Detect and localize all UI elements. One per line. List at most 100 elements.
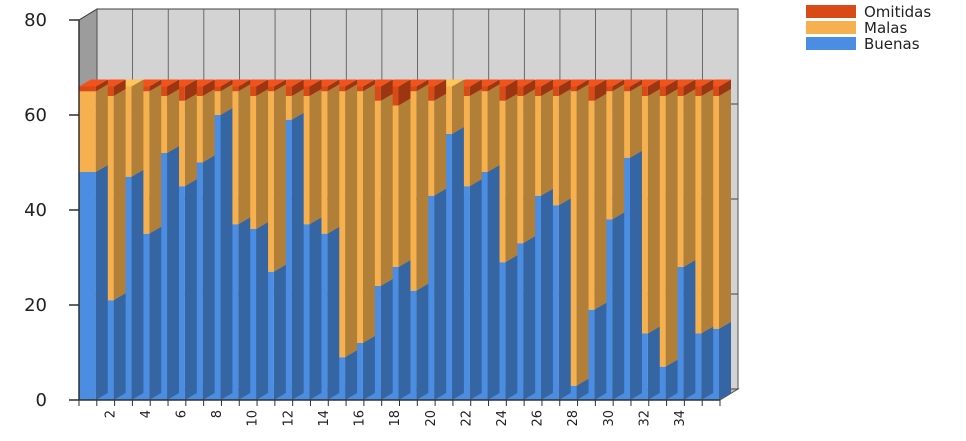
legend-swatch-malas [806, 21, 856, 34]
bar-buenas-16-side [362, 336, 375, 400]
bar-malas-20-side [434, 93, 447, 196]
bar-omitidas-13-side [309, 79, 322, 96]
bar-malas-36-side [719, 89, 731, 329]
x-tick-label: 26 [531, 410, 546, 427]
bar-omitidas-20-side [434, 79, 447, 101]
bar-malas-15-side [345, 84, 358, 358]
bar-buenas-12-side [291, 112, 304, 400]
bar-buenas-11-side [273, 264, 286, 400]
x-tick-label: 6 [174, 410, 189, 418]
legend-swatch-buenas [806, 37, 856, 50]
bar-omitidas-22-side [469, 79, 482, 96]
bar-malas-18-side [398, 98, 411, 267]
bar-malas-4-side [149, 84, 162, 234]
bar-omitidas-17-side [380, 79, 393, 101]
bar-malas-28-side [576, 84, 589, 386]
bar-omitidas-32-side [647, 79, 660, 96]
x-tick-label: 22 [459, 410, 474, 427]
bar-omitidas-1-side [95, 79, 108, 92]
bar-buenas-6-side [184, 179, 197, 400]
bar-buenas-28-side [576, 378, 589, 400]
bar-omitidas-33-side [665, 79, 678, 96]
bar-malas-21-side [451, 79, 464, 134]
bar-buenas-27-side [558, 198, 571, 400]
bar-buenas-14-side [327, 226, 340, 400]
bar-buenas-8-side [220, 108, 233, 400]
y-axis: 0 20 40 60 80 [24, 10, 80, 411]
bar-omitidas-25-side [523, 79, 536, 96]
x-tick-label: 12 [281, 410, 296, 427]
bar-omitidas-7-side [202, 79, 215, 96]
bar-buenas-9-side [238, 217, 251, 400]
bar-malas-31-side [629, 84, 642, 158]
bar-malas-8-side [220, 84, 233, 115]
bar-malas-2-side [113, 89, 126, 301]
bar-buenas-30-side [612, 212, 625, 400]
bar-buenas-7-side [202, 155, 215, 400]
bar-malas-25-side [523, 89, 536, 244]
bar-buenas-35-side [701, 326, 714, 400]
bar-buenas-34-side [683, 260, 696, 400]
bar-omitidas-27-side [558, 79, 571, 96]
x-tick-label: 30 [602, 410, 617, 427]
bar-omitidas-18-side [398, 79, 411, 106]
bar-malas-16-side [362, 84, 375, 343]
bar-malas-32-side [647, 89, 660, 334]
bar-omitidas-9-side [238, 79, 251, 92]
y-tick-label: 40 [24, 200, 47, 221]
bar-buenas-22-side [469, 179, 482, 400]
bar-buenas-33-side [665, 359, 678, 400]
bar-buenas-3-side [131, 169, 144, 400]
x-tick-label: 28 [566, 410, 581, 427]
y-tick-label: 20 [24, 295, 47, 316]
bar-buenas-1 [79, 172, 96, 400]
x-tick-label: 16 [353, 410, 368, 427]
bar-omitidas-15-side [345, 79, 358, 92]
bar-buenas-18-side [398, 260, 411, 400]
bar-buenas-4-side [149, 226, 162, 400]
bar-buenas-13-side [309, 217, 322, 400]
x-tick-label: 2 [103, 410, 118, 418]
bar-omitidas-4-side [149, 79, 162, 92]
bar-omitidas-35-side [701, 79, 714, 96]
bar-malas-14-side [327, 84, 340, 234]
bar-omitidas-8-side [220, 79, 233, 92]
bar-omitidas-34-side [683, 79, 696, 96]
bar-malas-6-side [184, 93, 197, 187]
bar-malas-13-side [309, 89, 322, 225]
bar-omitidas-1 [79, 86, 96, 92]
bar-malas-30-side [612, 84, 625, 220]
bar-malas-11-side [273, 84, 286, 272]
bar-malas-34-side [683, 89, 696, 267]
bar-omitidas-11-side [273, 79, 286, 92]
legend-label-omitidas: Omitidas [864, 3, 931, 21]
x-axis: 2 4 6 8 10 12 14 16 18 20 22 24 26 28 30 32 34 [78, 399, 721, 427]
bar-malas-35-side [701, 89, 714, 334]
bar-buenas-15-side [345, 350, 358, 400]
bar-malas-33-side [665, 89, 678, 367]
bar-malas-1 [79, 91, 96, 172]
y-tick-label: 60 [24, 105, 47, 126]
bar-buenas-19-side [416, 283, 429, 400]
y-tick-label: 80 [24, 10, 47, 31]
bar-malas-23-side [487, 84, 500, 172]
y-tick-label: 0 [36, 390, 47, 411]
bar-buenas-21-side [451, 127, 464, 400]
bar-buenas-5-side [167, 146, 180, 400]
legend-label-buenas: Buenas [864, 35, 920, 53]
bar-buenas-17-side [380, 279, 393, 400]
bar-malas-19-side [416, 84, 429, 291]
bar-buenas-24-side [505, 255, 518, 400]
bar-buenas-20-side [434, 188, 447, 400]
bar-omitidas-10-side [256, 79, 269, 96]
bar-malas-3-side [131, 79, 144, 177]
bar-malas-5-side [167, 89, 180, 153]
bar-malas-22-side [469, 89, 482, 187]
bar-omitidas-26-side [540, 79, 553, 96]
bar-omitidas-31-side [629, 79, 642, 92]
bars [79, 79, 731, 400]
bar-omitidas-12-side [291, 79, 304, 96]
bar-omitidas-1-top [79, 79, 108, 87]
bar-malas-12-side [291, 89, 304, 120]
bar-malas-26-side [540, 89, 553, 196]
